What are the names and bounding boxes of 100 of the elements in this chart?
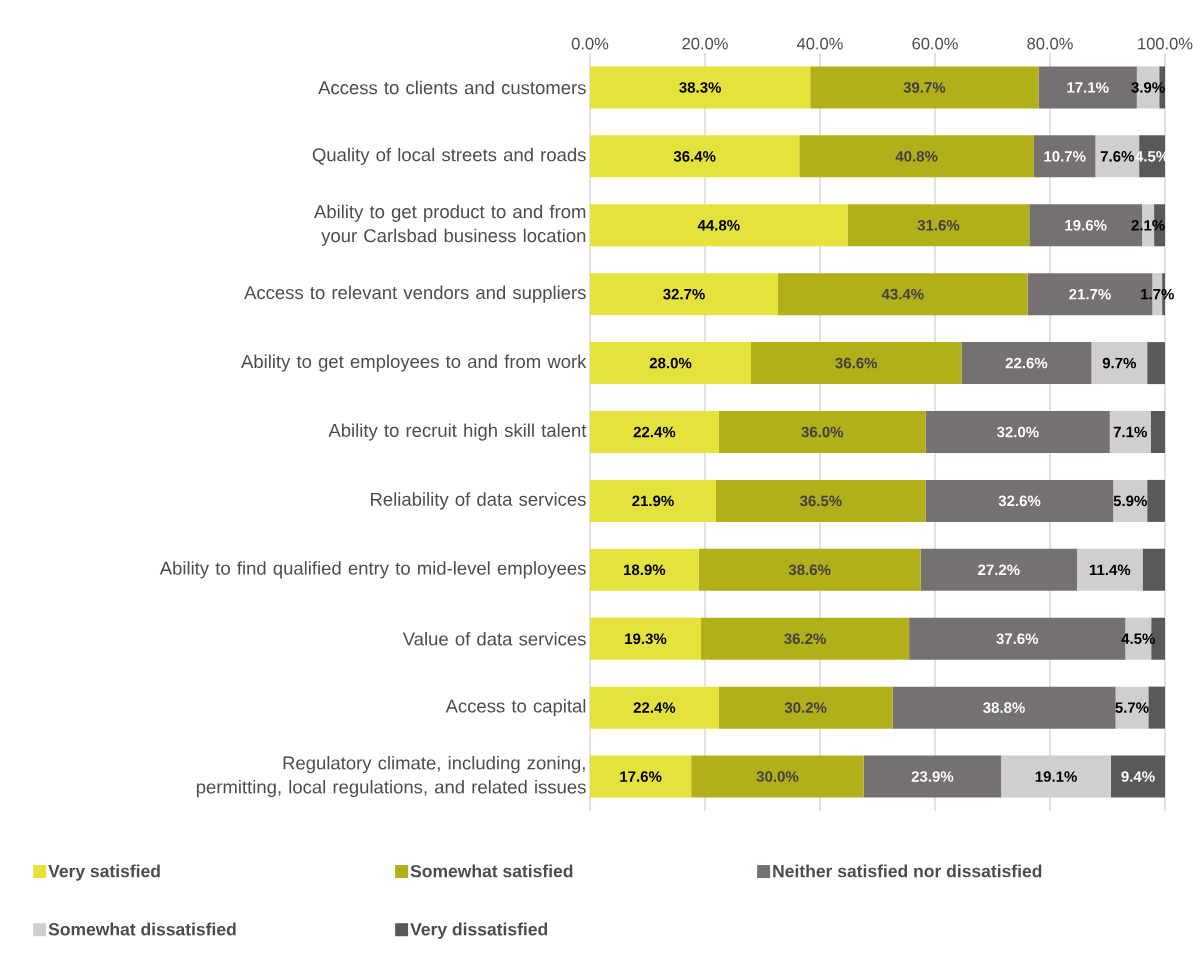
- data-label: 44.8%: [697, 219, 740, 231]
- y-tick-label: Ability to recruit high skill talent: [328, 423, 587, 441]
- data-label: 38.3%: [679, 82, 721, 93]
- bar: [961, 342, 1092, 385]
- y-tick-label: Ability to find qualified entry to mid-level employees: [159, 561, 586, 579]
- bar: [590, 755, 692, 798]
- data-label: 32.7%: [663, 288, 705, 300]
- x-tick-label: 100.0%: [1138, 37, 1193, 50]
- data-label: 38.6%: [788, 564, 831, 576]
- data-label: 9.4%: [1121, 771, 1155, 782]
- data-label: 9.7%: [1102, 357, 1136, 369]
- bar: [698, 548, 921, 591]
- bar: [590, 273, 779, 316]
- data-label: 43.4%: [881, 288, 924, 300]
- bar: [590, 135, 800, 178]
- legend-label: Very dissatisfied: [410, 922, 548, 939]
- data-label: 19.6%: [1065, 219, 1107, 231]
- bar: [1110, 755, 1166, 798]
- bar: [590, 479, 716, 522]
- data-label: 23.9%: [911, 771, 954, 782]
- data-label: 10.7%: [1044, 151, 1086, 162]
- data-label: 22.4%: [633, 426, 676, 438]
- data-label: 36.2%: [784, 633, 826, 645]
- data-label: 5.7%: [1115, 702, 1149, 713]
- data-label: 22.4%: [633, 702, 676, 713]
- y-tick-label: Access to relevant vendors and suppliers: [244, 285, 586, 303]
- bar: [799, 135, 1034, 178]
- bar: [751, 342, 962, 385]
- data-label: 11.4%: [1089, 564, 1131, 576]
- data-label: 30.0%: [756, 771, 799, 782]
- legend-label: Neither satisfied nor dissatisfied: [773, 864, 1042, 878]
- bar: [1142, 548, 1166, 591]
- bar: [590, 411, 719, 453]
- y-tick-label: Access to capital: [445, 699, 586, 717]
- bar: [925, 479, 1114, 522]
- data-label: 7.1%: [1113, 426, 1147, 438]
- x-tick-label: 80.0%: [1027, 37, 1073, 50]
- bar: [925, 411, 1110, 453]
- bar: [1001, 755, 1111, 798]
- bar: [1113, 479, 1148, 522]
- data-label: 17.1%: [1067, 82, 1109, 93]
- bar: [1109, 411, 1151, 453]
- data-label: 36.4%: [673, 151, 716, 162]
- y-tick-label: Access to clients and customers: [318, 80, 586, 95]
- legend-label: Somewhat dissatisfied: [48, 922, 236, 936]
- data-label: 40.8%: [895, 151, 938, 162]
- data-label: 36.6%: [835, 357, 878, 369]
- data-label: 19.1%: [1035, 771, 1077, 782]
- bar: [863, 755, 1002, 798]
- bar: [590, 66, 811, 109]
- bar: [700, 617, 910, 660]
- data-label: 36.0%: [801, 426, 844, 438]
- data-label: 18.9%: [624, 564, 666, 576]
- bar: [778, 273, 1028, 316]
- data-label: 19.3%: [625, 633, 667, 645]
- y-tick-label: Regulatory climate, including zoning, permitting, local regulations, and related issues: [196, 755, 586, 798]
- data-label: 7.6%: [1100, 151, 1134, 162]
- bar: [920, 548, 1078, 591]
- data-label: 21.7%: [1069, 288, 1111, 300]
- bar: [590, 342, 751, 385]
- bar: [715, 479, 926, 522]
- data-label: 5.9%: [1113, 495, 1147, 507]
- y-tick-label: Reliability of data services: [371, 492, 586, 510]
- bar: [892, 686, 1116, 729]
- bar: [847, 204, 1030, 247]
- legend-label: Very satisfied: [48, 864, 160, 881]
- data-label: 38.8%: [983, 702, 1025, 713]
- x-tick-label: 40.0%: [796, 37, 843, 50]
- data-label: 37.6%: [996, 633, 1039, 645]
- bar: [1148, 686, 1166, 729]
- x-tick-label: 0.0%: [571, 37, 609, 50]
- bar: [1077, 548, 1143, 591]
- bar: [1147, 479, 1166, 522]
- x-tick-label: 60.0%: [912, 37, 958, 50]
- bar: [590, 686, 719, 729]
- bar: [1147, 342, 1166, 385]
- bar: [718, 686, 893, 729]
- bar: [590, 548, 699, 591]
- bar: [1150, 411, 1166, 453]
- bar: [718, 411, 926, 453]
- data-label: 30.2%: [784, 702, 827, 713]
- bar: [590, 617, 701, 660]
- bar: [590, 204, 848, 247]
- data-label: 22.6%: [1005, 357, 1048, 369]
- data-label: 32.6%: [998, 495, 1041, 507]
- y-tick-label: Quality of local streets and roads: [312, 147, 586, 165]
- data-label: 27.2%: [978, 564, 1020, 576]
- bar: [810, 66, 1039, 109]
- legend-label: Somewhat satisfied: [410, 864, 573, 878]
- data-label: 39.7%: [903, 82, 946, 93]
- data-label: 28.0%: [649, 357, 692, 369]
- bar: [1033, 135, 1096, 178]
- y-tick-label: Ability to get product to and from your Carlsbad business location: [314, 204, 586, 246]
- data-label: 17.6%: [620, 771, 662, 782]
- y-tick-label: Ability to get employees to and from work: [241, 354, 587, 372]
- data-label: 21.9%: [632, 495, 674, 507]
- data-label: 36.5%: [799, 495, 842, 507]
- data-label: 32.0%: [996, 426, 1039, 438]
- bar: [1091, 342, 1148, 385]
- y-tick-label: Value of data services: [402, 631, 586, 646]
